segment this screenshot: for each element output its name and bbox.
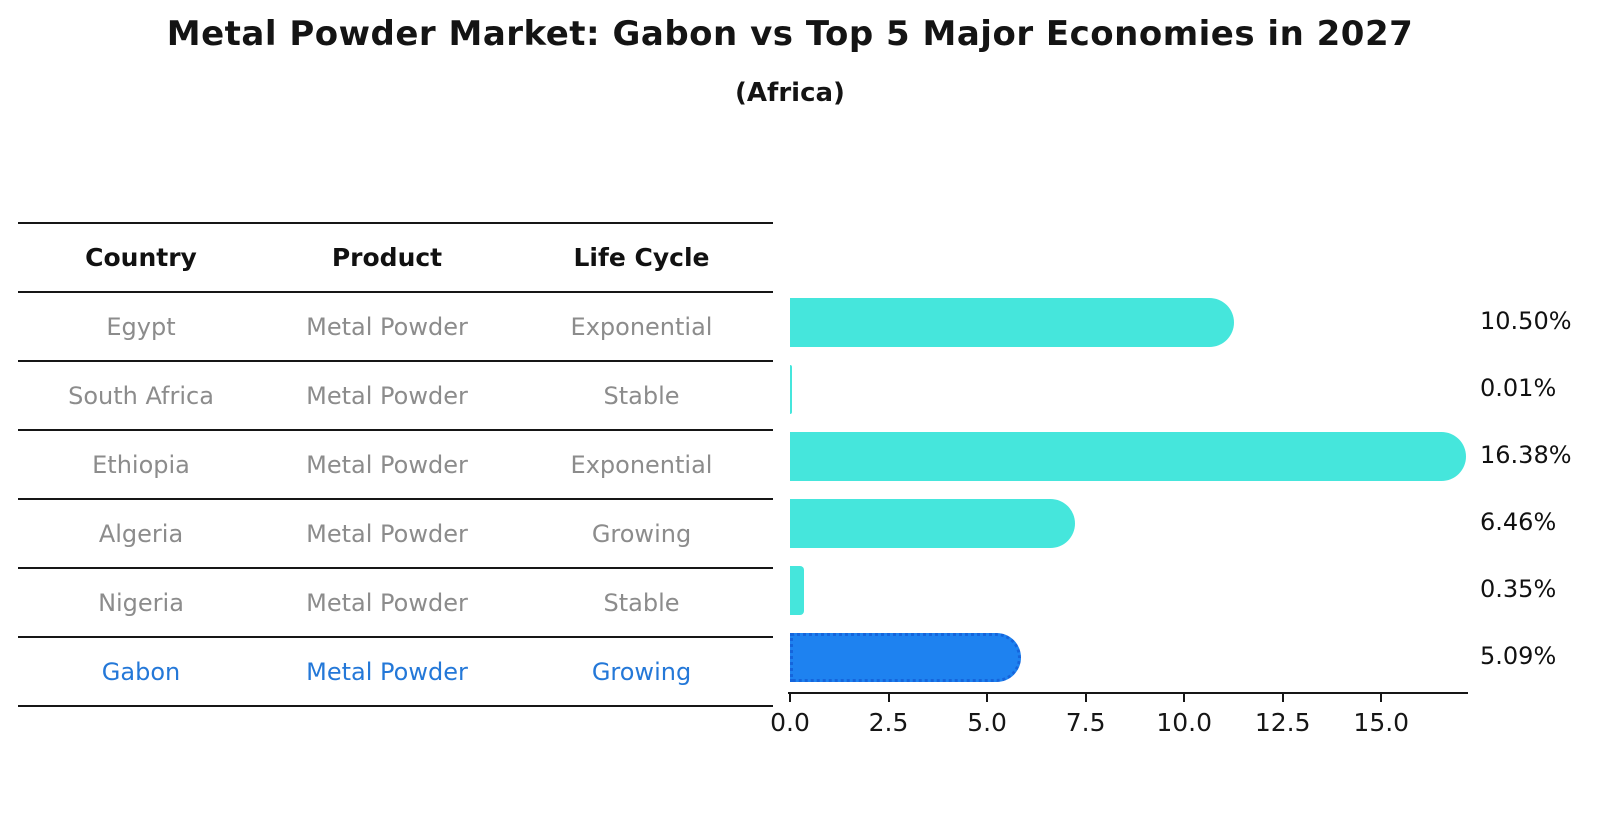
table-row-gabon: Gabon Metal Powder Growing [18, 636, 773, 707]
x-tick-mark [789, 694, 791, 702]
cell-product: Metal Powder [306, 450, 468, 479]
cell-life-cycle: Exponential [570, 450, 713, 479]
cell-life-cycle: Growing [591, 519, 692, 548]
cell-country: Ethiopia [92, 450, 190, 479]
cell-product: Metal Powder [306, 588, 468, 617]
x-tick-mark [1183, 694, 1186, 702]
x-tick-mark [1084, 694, 1087, 702]
x-tick-label: 5.0 [967, 708, 1007, 737]
cell-product: Metal Powder [306, 312, 468, 341]
table-row-ethiopia: Ethiopia Metal Powder Exponential [18, 429, 773, 498]
x-tick-label: 7.5 [1065, 708, 1106, 737]
country-table: Country Product Life Cycle Egypt Metal Po… [18, 222, 773, 707]
x-tick-label: 15.0 [1353, 708, 1410, 737]
cell-product: Metal Powder [306, 657, 468, 686]
cell-product: Metal Powder [306, 381, 468, 410]
cell-country: Gabon [101, 657, 181, 686]
table-row-egypt: Egypt Metal Powder Exponential [18, 291, 773, 360]
table-row-algeria: Algeria Metal Powder Growing [18, 498, 773, 567]
column-header-life-cycle: Life Cycle [573, 243, 710, 272]
bar-south-africa [790, 365, 792, 414]
table-header-row: Country Product Life Cycle [18, 222, 773, 291]
bar-egypt [790, 298, 1234, 347]
x-axis-line [788, 692, 1468, 694]
x-tick-mark [1380, 694, 1383, 702]
cell-country: Nigeria [98, 588, 184, 617]
table-row-nigeria: Nigeria Metal Powder Stable [18, 567, 773, 636]
cell-country: Algeria [98, 519, 184, 548]
chart-title: Metal Powder Market: Gabon vs Top 5 Majo… [166, 14, 1414, 54]
bar-value-label-south-africa: 0.01% [1480, 373, 1557, 402]
chart-subtitle: (Africa) [735, 78, 845, 108]
cell-country: South Africa [68, 381, 214, 410]
bar-gabon [790, 633, 1021, 682]
bar-value-label-gabon: 5.09% [1480, 641, 1557, 670]
bar-value-label-nigeria: 0.35% [1480, 574, 1557, 603]
x-tick-mark [887, 694, 890, 702]
cell-life-cycle: Exponential [570, 312, 713, 341]
x-tick-label: 2.5 [868, 708, 909, 737]
table-row-south-africa: South Africa Metal Powder Stable [18, 360, 773, 429]
bar-value-label-algeria: 6.46% [1480, 507, 1557, 536]
bar-value-label-egypt: 10.50% [1480, 306, 1572, 335]
column-header-country: Country [85, 243, 197, 272]
bar-nigeria [790, 566, 804, 615]
x-tick-mark [1281, 694, 1284, 702]
x-tick-label: 12.5 [1254, 708, 1311, 737]
cell-product: Metal Powder [306, 519, 468, 548]
bar-value-label-ethiopia: 16.38% [1480, 440, 1572, 469]
bar-ethiopia [790, 432, 1466, 481]
x-tick-mark [986, 694, 989, 702]
cell-life-cycle: Stable [603, 381, 680, 410]
cell-country: Egypt [106, 312, 176, 341]
cell-life-cycle: Stable [603, 588, 680, 617]
x-tick-label: 10.0 [1156, 708, 1212, 737]
x-tick-label: 0.0 [770, 708, 810, 737]
cell-life-cycle: Growing [591, 657, 692, 686]
column-header-product: Product [331, 243, 443, 272]
table-body: Egypt Metal Powder Exponential South Africa… [18, 291, 773, 707]
bar-algeria [790, 499, 1075, 548]
